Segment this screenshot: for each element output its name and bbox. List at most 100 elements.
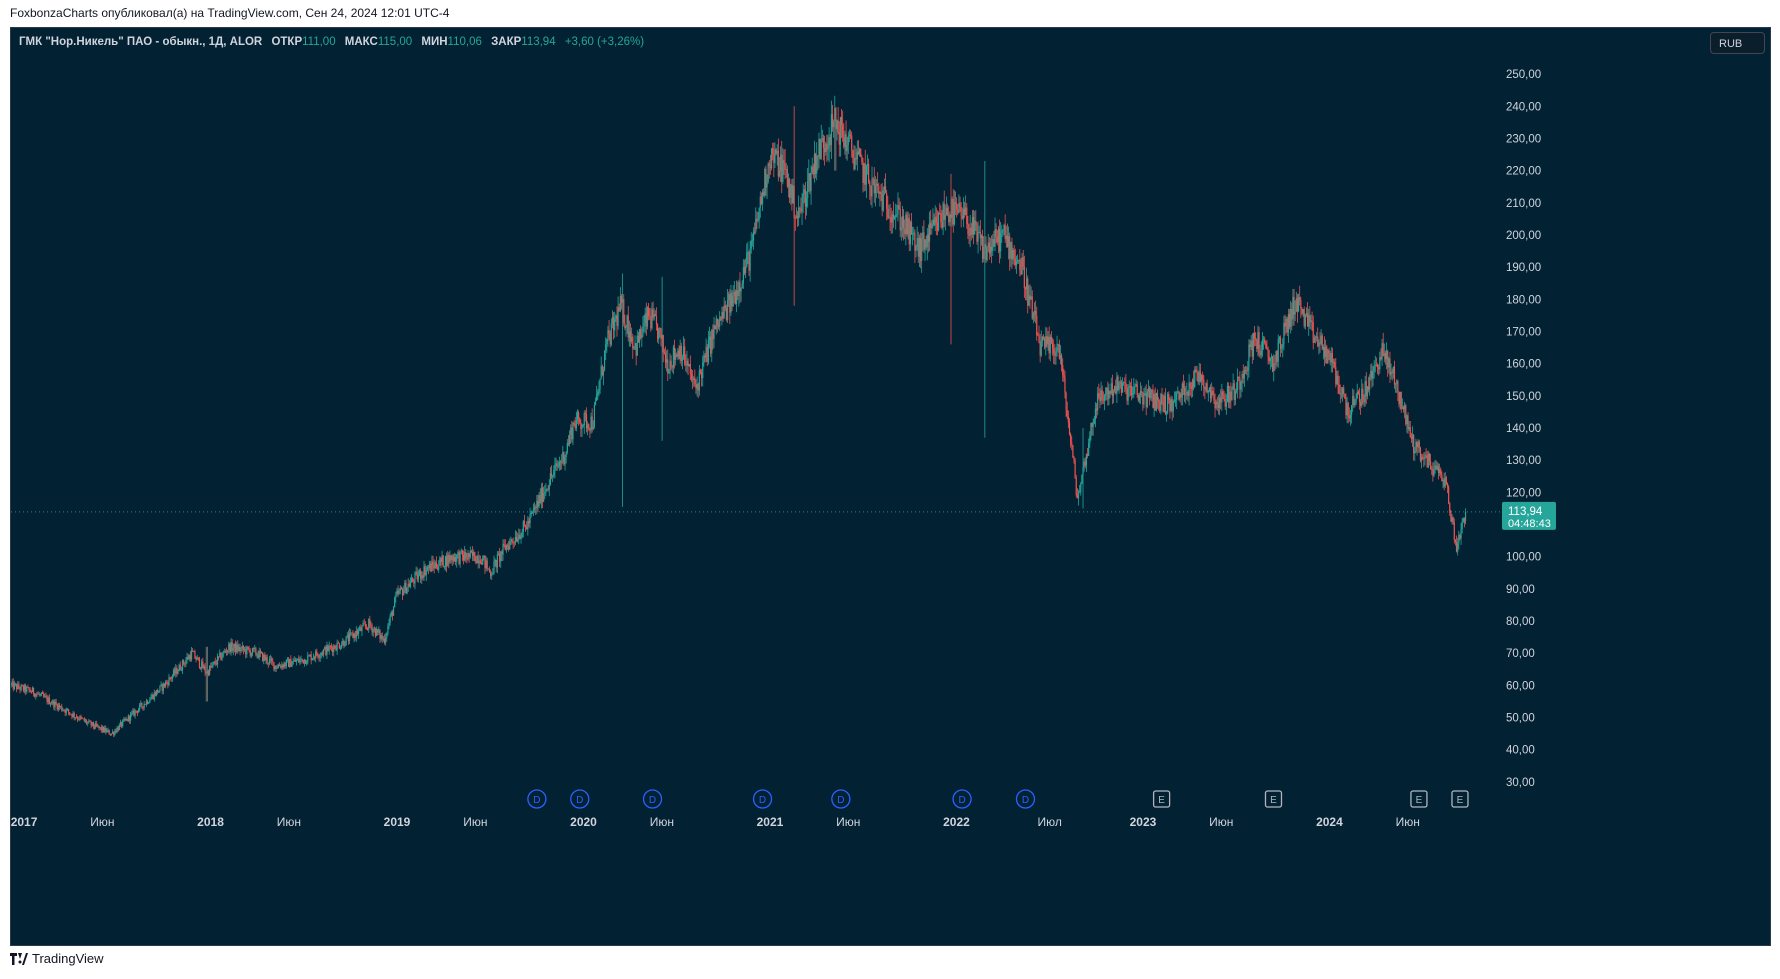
dividend-marker-icon <box>831 789 851 809</box>
candle-body <box>426 567 428 570</box>
candle-body <box>693 377 695 381</box>
candle-body <box>730 292 732 313</box>
candle-body <box>582 425 584 428</box>
candle-body <box>624 323 626 329</box>
candle-body <box>178 664 180 672</box>
candle-body <box>508 545 510 550</box>
candle-body <box>1063 374 1065 378</box>
candle-body <box>631 336 633 342</box>
candle-body <box>971 217 974 235</box>
candle-body <box>66 709 69 711</box>
candle-body <box>716 318 719 325</box>
candle-body <box>1024 287 1027 290</box>
candle-body <box>430 563 432 572</box>
candle-body <box>39 694 41 696</box>
candle-body <box>287 659 290 667</box>
candle-body <box>159 685 161 691</box>
candle-body <box>403 590 405 596</box>
dividend-marker-label: D <box>576 795 583 806</box>
candle-body <box>555 463 557 466</box>
candle-body <box>28 687 30 690</box>
candle-body <box>711 329 713 354</box>
candle-body <box>99 727 101 728</box>
candle-body <box>1085 454 1088 466</box>
candle-body <box>545 489 547 493</box>
candle-body <box>737 290 739 296</box>
candle-body <box>849 134 852 136</box>
candle-body <box>1220 397 1222 403</box>
candle-body <box>1012 250 1014 260</box>
y-tick-label: 130,00 <box>1506 455 1541 467</box>
candle-body <box>71 714 73 717</box>
candle-body <box>1277 339 1279 362</box>
candle-body <box>550 473 553 477</box>
candle-body <box>765 169 767 188</box>
candle-body <box>466 557 468 560</box>
candle-body <box>662 335 664 353</box>
candle-body <box>1284 322 1286 327</box>
footer-brand: TradingView <box>32 951 104 966</box>
candle-body <box>1179 393 1181 400</box>
candle-body <box>770 148 773 169</box>
candle-body <box>51 703 53 705</box>
candle-body <box>1397 381 1399 393</box>
candle-body <box>659 328 661 330</box>
candle-body <box>1002 229 1004 231</box>
candle-body <box>585 414 588 429</box>
candle-body <box>373 628 375 630</box>
candle-body <box>492 573 494 575</box>
candle-body <box>1238 377 1240 378</box>
candle-body <box>749 248 751 271</box>
candle-body <box>102 726 105 733</box>
candle-body <box>326 645 328 655</box>
candle-body <box>1363 399 1365 403</box>
price-chart[interactable]: 30,00 40,00 50,00 60,00 70,00 80,00 90,00 100,0… <box>11 28 1770 945</box>
candle-body <box>1222 391 1224 396</box>
candle-body <box>420 570 422 579</box>
candle-body <box>486 560 488 569</box>
candle-body <box>528 520 530 524</box>
candle-body <box>506 545 509 546</box>
candle-body <box>113 732 115 735</box>
candle-body <box>262 652 264 662</box>
time-axis: 2017 Июн 2018 Июн 2019 Июн 2020 Июн 2021 Июн 2022 И… <box>11 815 1420 829</box>
candle-body <box>1243 370 1245 379</box>
candle-body <box>1262 339 1265 341</box>
candle-body <box>1197 373 1199 382</box>
candle-body <box>870 186 872 197</box>
candle-body <box>829 137 831 145</box>
candle-body <box>966 207 968 225</box>
candle-body <box>1410 437 1413 439</box>
candle-body <box>1102 399 1104 401</box>
candle-body <box>347 635 350 642</box>
candle-body <box>969 227 971 236</box>
candle-body <box>201 661 203 669</box>
candle-body <box>111 732 114 734</box>
candle-body <box>1233 383 1235 400</box>
candle-body <box>282 664 284 668</box>
candle-body <box>114 730 116 735</box>
candle-body <box>748 252 750 271</box>
candle-body <box>607 330 609 339</box>
candle-body <box>485 560 487 568</box>
high-label: МАКС <box>344 36 378 48</box>
candle-body <box>1362 388 1364 400</box>
candle-body <box>1054 353 1056 356</box>
candle-body <box>710 336 712 354</box>
candle-body <box>303 659 305 664</box>
candle-body <box>17 684 19 690</box>
candle-body <box>218 656 220 658</box>
currency-button[interactable]: RUB <box>1710 32 1765 54</box>
candle-body <box>1057 344 1059 346</box>
x-tick-label: 2024 <box>1316 815 1343 829</box>
candle-body <box>1354 402 1356 406</box>
candle-body <box>657 324 659 340</box>
candle-body <box>655 315 658 325</box>
candle-body <box>785 169 787 170</box>
candle-body <box>1334 361 1336 368</box>
chart-panel[interactable]: 30,00 40,00 50,00 60,00 70,00 80,00 90,00 100,0… <box>10 27 1771 946</box>
candle-body <box>82 718 84 720</box>
candle-body <box>231 642 233 651</box>
candle-body <box>515 537 518 542</box>
dividend-marker-label: D <box>649 795 656 806</box>
